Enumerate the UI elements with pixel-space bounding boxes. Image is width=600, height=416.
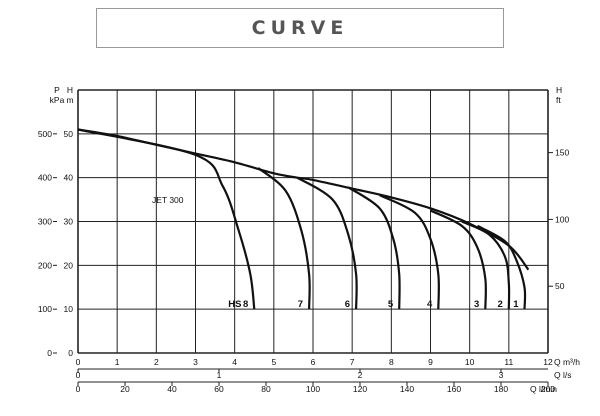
chart-title: CURVE (251, 17, 349, 39)
curve-1 (476, 224, 527, 310)
h-tick-label: 0 (68, 348, 73, 358)
curve-2 (461, 220, 511, 310)
h-tick-label: 10 (64, 304, 74, 314)
lmin-tick-label: 200 (541, 384, 555, 394)
lmin-tick-label: 80 (261, 384, 271, 394)
lmin-tick-label: 60 (214, 384, 224, 394)
ft-axis-unit-1: H (556, 85, 562, 95)
curve-4 (379, 194, 440, 310)
m3h-axis-label: Q m³/h (554, 357, 580, 367)
model-annotation: JET 300 (152, 195, 184, 205)
lmin-tick-label: 100 (306, 384, 320, 394)
p-axis-unit-1: P (54, 85, 60, 95)
curve-7 (257, 167, 311, 310)
curve-6 (296, 176, 358, 310)
m3h-tick-label: 0 (76, 357, 81, 367)
p-tick-label: 300 (38, 217, 52, 227)
ft-tick-label: 100 (555, 214, 569, 224)
p-tick-label: 200 (38, 260, 52, 270)
h-tick-label: 40 (64, 173, 74, 183)
h-tick-label: 30 (64, 217, 74, 227)
lmin-tick-label: 120 (353, 384, 367, 394)
curve-label-2: 2 (498, 299, 503, 310)
h-tick-label: 20 (64, 260, 74, 270)
lmin-tick-label: 140 (400, 384, 414, 394)
curve-label-7: 7 (298, 299, 303, 310)
m3h-tick-label: 6 (311, 357, 316, 367)
m3h-tick-label: 4 (232, 357, 237, 367)
lmin-tick-label: 160 (447, 384, 461, 394)
ls-tick-label: 0 (76, 370, 81, 380)
h-axis-unit-2: m (66, 95, 73, 105)
curves (77, 128, 530, 310)
m3h-tick-label: 7 (350, 357, 355, 367)
m3h-tick-label: 3 (193, 357, 198, 367)
m3h-tick-label: 5 (271, 357, 276, 367)
axes: PkPaHm010020030040050001020304050Hft5010… (38, 85, 580, 394)
ls-tick-label: 3 (499, 370, 504, 380)
ft-axis-unit-2: ft (556, 95, 561, 105)
labels: HS 8 7 6 5 4 3 2 1 JET 300 (152, 195, 519, 310)
h-axis-unit-1: H (67, 85, 73, 95)
lmin-tick-label: 180 (494, 384, 508, 394)
curve-label-3: 3 (474, 299, 479, 310)
curve-label-1: 1 (513, 299, 519, 310)
lmin-tick-label: 20 (120, 384, 130, 394)
curve-label-5: 5 (388, 299, 394, 310)
curve-8 (77, 128, 256, 310)
ls-tick-label: 2 (358, 370, 363, 380)
curve-label-HS: HS (228, 299, 241, 310)
grid (77, 89, 549, 354)
m3h-tick-label: 8 (389, 357, 394, 367)
lmin-axis-label: Q l/min (530, 384, 557, 394)
curve-5 (347, 186, 401, 310)
ft-tick-label: 150 (555, 148, 569, 158)
p-tick-label: 400 (38, 173, 52, 183)
m3h-tick-label: 9 (428, 357, 433, 367)
curve-label-4: 4 (427, 299, 433, 310)
ls-axis-label: Q l/s (554, 370, 571, 380)
m3h-tick-label: 2 (154, 357, 159, 367)
curve-label-8: 8 (243, 299, 248, 310)
p-axis-unit-2: kPa (50, 95, 65, 105)
p-tick-label: 100 (38, 304, 52, 314)
ls-tick-label: 1 (217, 370, 222, 380)
m3h-tick-label: 10 (465, 357, 475, 367)
p-tick-label: 500 (38, 129, 52, 139)
m3h-tick-label: 11 (504, 357, 513, 367)
curve-label-6: 6 (345, 299, 350, 310)
lmin-tick-label: 40 (167, 384, 177, 394)
m3h-tick-label: 12 (543, 357, 553, 367)
lmin-tick-label: 0 (76, 384, 81, 394)
curve-3 (430, 209, 487, 310)
ft-tick-label: 50 (555, 281, 565, 291)
title-box: CURVE (96, 8, 504, 48)
envelope-curve (77, 128, 530, 271)
h-tick-label: 50 (64, 129, 74, 139)
m3h-tick-label: 1 (115, 357, 120, 367)
p-tick-label: 0 (47, 348, 52, 358)
